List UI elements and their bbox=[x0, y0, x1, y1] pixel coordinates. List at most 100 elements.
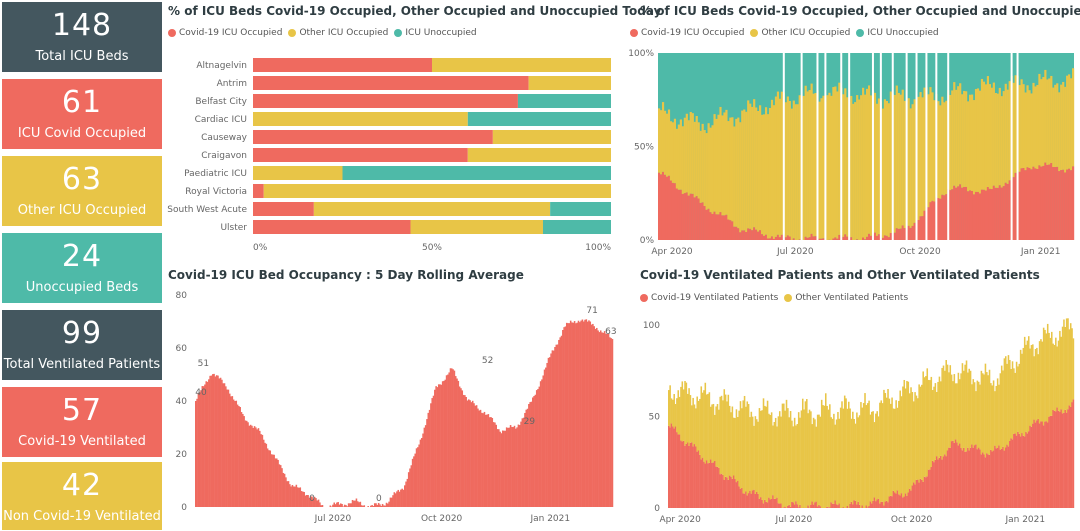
covid-bar bbox=[838, 234, 841, 240]
bar bbox=[363, 505, 366, 507]
covid-ventilated-bar bbox=[1045, 421, 1048, 508]
other-ventilated-bar bbox=[674, 404, 677, 427]
other-bar bbox=[974, 89, 978, 192]
other-ventilated-bar bbox=[753, 425, 755, 490]
other-bar bbox=[778, 98, 782, 238]
other-bar bbox=[854, 102, 857, 240]
data-gap bbox=[1010, 53, 1013, 240]
other-bar bbox=[707, 123, 710, 209]
covid-ventilated-bar bbox=[780, 503, 782, 508]
bar bbox=[554, 347, 556, 507]
legend-item-covid-ventilated[interactable]: Covid-19 Ventilated Patients bbox=[640, 293, 778, 303]
other-ventilated-bar bbox=[766, 400, 769, 503]
other-ventilated-bar bbox=[1038, 341, 1041, 424]
category-label: Causeway bbox=[201, 133, 248, 143]
other-ventilated-bar bbox=[716, 404, 719, 467]
covid-ventilated-bar bbox=[707, 463, 709, 508]
bar bbox=[543, 369, 546, 507]
kpi-label: Non Covid-19 Ventilated bbox=[3, 509, 161, 524]
other-ventilated-bar bbox=[908, 393, 911, 489]
covid-bar bbox=[832, 238, 835, 240]
other-ventilated-bar bbox=[688, 388, 690, 446]
other-bar bbox=[988, 84, 991, 189]
bar bbox=[521, 418, 524, 507]
other-ventilated-bar bbox=[841, 401, 843, 508]
covid-bar bbox=[836, 238, 839, 240]
covid-ventilated-bar bbox=[1034, 422, 1037, 508]
bar bbox=[610, 338, 612, 507]
covid-ventilated-bar bbox=[1032, 423, 1034, 508]
other-bar bbox=[687, 120, 690, 196]
other-ventilated-bar bbox=[686, 393, 689, 443]
legend-item-unoccupied[interactable]: ICU Unoccupied bbox=[394, 28, 477, 38]
ventilated-patients-chart[interactable]: 0 50 100 Apr 2020 Jul 2020 Oct 2020 Jan 2021 bbox=[628, 310, 1078, 528]
covid-ventilated-bar bbox=[691, 442, 693, 508]
other-ventilated-bar bbox=[820, 399, 823, 508]
bar bbox=[481, 412, 483, 507]
legend-item-other[interactable]: Other ICU Occupied bbox=[288, 28, 388, 38]
other-bar bbox=[1052, 87, 1055, 167]
other-ventilated-bar bbox=[875, 413, 877, 502]
legend-item-covid[interactable]: Covid-19 ICU Occupied bbox=[630, 28, 744, 38]
other-ventilated-bar bbox=[760, 410, 762, 498]
other-ventilated-bar bbox=[987, 375, 989, 455]
bar bbox=[376, 504, 379, 507]
bar bbox=[411, 458, 414, 507]
bar bbox=[422, 433, 424, 507]
bar bbox=[551, 350, 554, 507]
bar bbox=[589, 321, 592, 507]
other-ventilated-bar bbox=[1036, 347, 1038, 421]
icu-beds-percent-area-chart[interactable]: 0% 50% 100% Apr 2020 Jul 2020 Oct 2020 Jan 202… bbox=[628, 45, 1078, 260]
other-bar bbox=[713, 114, 716, 212]
covid-bar bbox=[697, 198, 700, 240]
covid-bar bbox=[834, 237, 837, 240]
covid-ventilated-bar bbox=[849, 503, 851, 508]
other-bar bbox=[798, 95, 801, 240]
bar bbox=[405, 481, 407, 507]
legend-item-unoccupied[interactable]: ICU Unoccupied bbox=[856, 28, 939, 38]
bar bbox=[202, 386, 205, 507]
bar bbox=[353, 500, 355, 507]
legend-item-other[interactable]: Other ICU Occupied bbox=[750, 28, 850, 38]
covid-ventilated-bar bbox=[881, 501, 884, 508]
other-bar bbox=[699, 130, 702, 203]
bar bbox=[272, 454, 274, 507]
bar bbox=[479, 409, 482, 507]
category-label: Royal Victoria bbox=[185, 187, 247, 197]
covid-ventilated-bar bbox=[834, 500, 837, 508]
covid-bar bbox=[933, 201, 936, 240]
covid-bar bbox=[693, 197, 696, 240]
bar bbox=[532, 397, 534, 507]
other-ventilated-bar bbox=[918, 384, 920, 483]
covid-ventilated-bar bbox=[830, 502, 832, 508]
icu-beds-today-bar-chart[interactable]: Altnagelvin Antrim Belfast City Cardiac ICU… bbox=[165, 50, 625, 265]
other-ventilated-bar bbox=[826, 405, 828, 507]
covid-ventilated-bar bbox=[774, 499, 777, 508]
other-bar bbox=[903, 100, 906, 229]
covid-bar bbox=[812, 236, 815, 240]
other-bar bbox=[658, 108, 661, 173]
covid-bar bbox=[699, 202, 702, 240]
covid-bar bbox=[913, 222, 916, 240]
icu-occupancy-rolling-average-chart[interactable]: 0 20 40 60 80 Jul 2020 Oct 2020 Jan 2021 40 51 0 0 5… bbox=[165, 285, 625, 528]
legend-item-covid[interactable]: Covid-19 ICU Occupied bbox=[168, 28, 282, 38]
other-ventilated-bar bbox=[1037, 354, 1040, 419]
covid-bar bbox=[788, 236, 791, 240]
covid-ventilated-bar bbox=[747, 493, 750, 508]
covid-ventilated-bar bbox=[1040, 421, 1042, 508]
bar bbox=[599, 330, 602, 507]
covid-bar bbox=[1036, 169, 1039, 240]
covid-ventilated-bar bbox=[865, 505, 868, 508]
other-ventilated-bar bbox=[1027, 336, 1030, 432]
bar bbox=[372, 505, 375, 507]
bar bbox=[226, 389, 228, 507]
other-ventilated-bar bbox=[1069, 323, 1072, 407]
bar bbox=[359, 501, 362, 507]
bar bbox=[524, 412, 526, 507]
covid-bar bbox=[681, 193, 684, 240]
legend-item-other-ventilated[interactable]: Other Ventilated Patients bbox=[784, 293, 908, 303]
covid-ventilated-bar bbox=[1027, 431, 1030, 508]
other-ventilated-bar bbox=[950, 374, 953, 442]
other-ventilated-bar bbox=[888, 398, 891, 497]
bar bbox=[447, 374, 449, 507]
